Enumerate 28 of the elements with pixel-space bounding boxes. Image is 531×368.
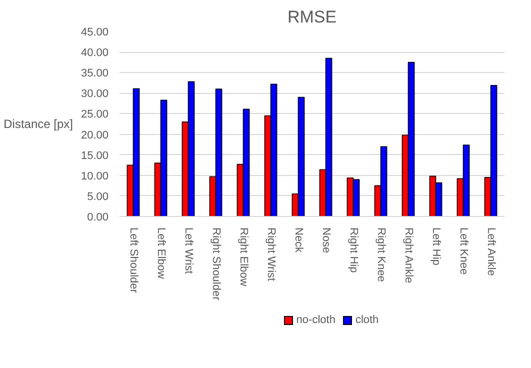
x-tick-label: Left Wrist bbox=[182, 228, 194, 274]
x-tick-label: Nose bbox=[320, 228, 332, 254]
y-tick-label: 0.00 bbox=[87, 212, 109, 224]
chart-title: RMSE bbox=[287, 8, 337, 26]
x-tick-label: Neck bbox=[292, 228, 304, 254]
x-tick-label: Left Knee bbox=[457, 228, 470, 275]
y-tick-label: 15.00 bbox=[80, 150, 109, 162]
x-tick-label: Right Shoulder bbox=[210, 228, 222, 301]
y-tick-label: 25.00 bbox=[80, 108, 109, 121]
y-tick-label: 35.00 bbox=[80, 68, 109, 80]
legend-label: cloth bbox=[355, 314, 379, 326]
legend-label: no-cloth bbox=[296, 314, 336, 326]
x-tick-label: Right Hip bbox=[347, 228, 360, 273]
y-tick-label: 45.00 bbox=[80, 26, 109, 38]
x-tick-label: Left Shoulder bbox=[127, 228, 140, 294]
x-tick-label: Left Elbow bbox=[154, 228, 167, 279]
x-tick-label: Right Ankle bbox=[402, 228, 414, 284]
y-tick-label: 10.00 bbox=[80, 170, 109, 182]
y-tick-label: 20.00 bbox=[80, 129, 109, 142]
y-axis-title: Distance [px] bbox=[4, 117, 73, 131]
y-tick-label: 40.00 bbox=[80, 47, 109, 60]
x-tick-label: Right Elbow bbox=[237, 228, 250, 286]
x-tick-label: Left Hip bbox=[430, 228, 442, 266]
y-tick-label: 5.00 bbox=[87, 190, 109, 203]
x-tick-label: Right Wrist bbox=[264, 228, 277, 282]
x-tick-label: Left Ankle bbox=[484, 228, 497, 276]
y-tick-label: 30.00 bbox=[80, 88, 109, 100]
x-tick-label: Right Knee bbox=[374, 228, 387, 282]
